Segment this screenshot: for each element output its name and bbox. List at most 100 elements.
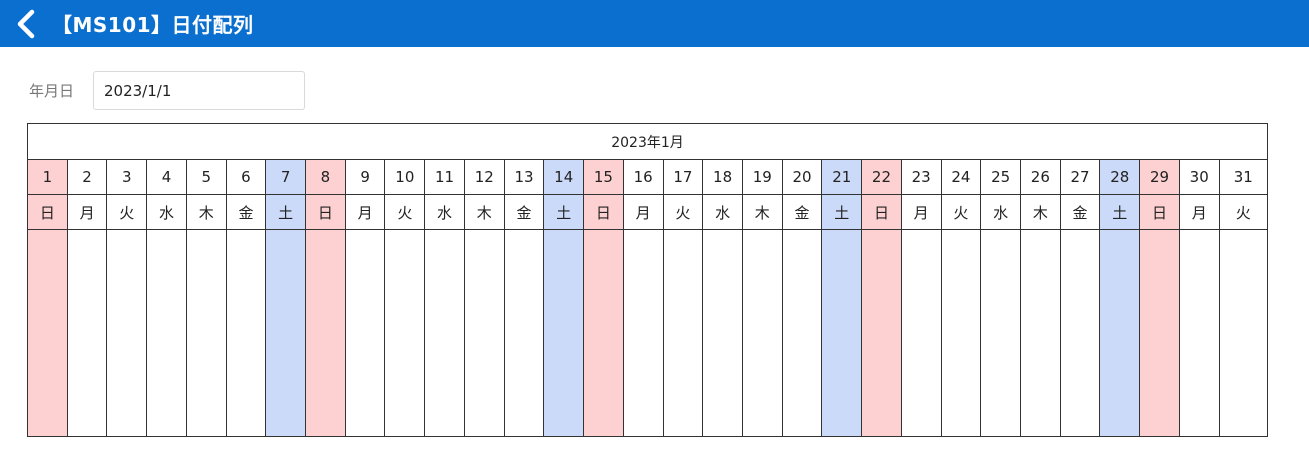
weekday-cell: 金 (503, 194, 545, 230)
day-content-cell[interactable] (622, 229, 664, 437)
day-number-cell: 6 (225, 159, 267, 195)
day-content-cell[interactable] (980, 229, 1021, 437)
chevron-left-icon (17, 9, 35, 38)
day-number-cell: 31 (1218, 159, 1269, 195)
weekday-cell: 水 (146, 194, 187, 230)
weekday-cell: 火 (1218, 194, 1269, 230)
day-content-cell[interactable] (1019, 229, 1061, 437)
weekday-cell: 水 (702, 194, 743, 230)
day-number-cell: 28 (1099, 159, 1141, 195)
day-content-cell[interactable] (900, 229, 942, 437)
day-number-cell: 25 (980, 159, 1021, 195)
day-content-cell[interactable] (1178, 229, 1220, 437)
day-content-cell[interactable] (503, 229, 545, 437)
day-number-cell: 5 (185, 159, 227, 195)
weekday-cell: 水 (424, 194, 465, 230)
day-content-cell[interactable] (821, 229, 863, 437)
day-number-cell: 4 (146, 159, 187, 195)
weekday-cell: 日 (861, 194, 902, 230)
day-content-cell[interactable] (463, 229, 505, 437)
day-content-cell[interactable] (225, 229, 267, 437)
back-button[interactable] (0, 0, 52, 47)
day-number-cell: 24 (940, 159, 982, 195)
day-content-cell[interactable] (583, 229, 624, 437)
day-number-cell: 9 (344, 159, 386, 195)
day-number-cell: 2 (66, 159, 108, 195)
date-form-row: 年月日 (29, 71, 305, 110)
weekday-cell: 日 (1139, 194, 1180, 230)
weekday-cell: 火 (106, 194, 148, 230)
weekday-cell: 日 (305, 194, 346, 230)
weekday-cell: 土 (543, 194, 585, 230)
day-content-cell[interactable] (781, 229, 823, 437)
day-number-cell: 13 (503, 159, 545, 195)
weekday-cell: 日 (583, 194, 624, 230)
day-number-cell: 12 (463, 159, 505, 195)
page-title: 【MS101】日付配列 (52, 13, 254, 37)
weekday-cell: 日 (27, 194, 68, 230)
day-number-cell: 23 (900, 159, 942, 195)
weekday-cell: 木 (185, 194, 227, 230)
day-number-cell: 26 (1019, 159, 1061, 195)
date-field[interactable] (93, 71, 305, 110)
day-content-cell[interactable] (344, 229, 386, 437)
weekday-cell: 火 (384, 194, 426, 230)
weekday-cell: 金 (781, 194, 823, 230)
day-number-cell: 11 (424, 159, 465, 195)
day-content-cell[interactable] (662, 229, 704, 437)
weekday-cell: 土 (821, 194, 863, 230)
day-number-cell: 7 (265, 159, 307, 195)
weekday-cell: 木 (463, 194, 505, 230)
weekday-cell: 火 (940, 194, 982, 230)
day-content-cell[interactable] (106, 229, 148, 437)
day-number-cell: 16 (622, 159, 664, 195)
weekday-cell: 金 (1059, 194, 1101, 230)
day-content-cell[interactable] (861, 229, 902, 437)
month-title: 2023年1月 (27, 123, 1268, 160)
weekday-cell: 木 (741, 194, 783, 230)
day-content-cell[interactable] (185, 229, 227, 437)
weekday-cell: 月 (900, 194, 942, 230)
date-field-label: 年月日 (29, 82, 75, 100)
weekday-cell: 月 (622, 194, 664, 230)
day-content-cell[interactable] (543, 229, 585, 437)
day-number-cell: 29 (1139, 159, 1180, 195)
day-number-cell: 19 (741, 159, 783, 195)
weekday-cell: 水 (980, 194, 1021, 230)
calendar-table: 2023年1月 1 2 3 4 5 6 7 8 9 10 11 12 13 14 15 16 17 18 19 20 2… (27, 123, 1269, 437)
day-content-cell[interactable] (146, 229, 187, 437)
day-content-cell[interactable] (1218, 229, 1269, 437)
day-content-cell[interactable] (940, 229, 982, 437)
weekday-cell: 火 (662, 194, 704, 230)
day-number-cell: 27 (1059, 159, 1101, 195)
day-number-cell: 1 (27, 159, 68, 195)
day-number-cell: 15 (583, 159, 624, 195)
weekday-cell: 金 (225, 194, 267, 230)
weekday-cell: 月 (1178, 194, 1220, 230)
day-content-cell[interactable] (1099, 229, 1141, 437)
day-content-cell[interactable] (424, 229, 465, 437)
weekday-cell: 土 (1099, 194, 1141, 230)
weekday-cell: 木 (1019, 194, 1061, 230)
day-content-cell[interactable] (1139, 229, 1180, 437)
day-content-cell[interactable] (265, 229, 307, 437)
day-number-cell: 22 (861, 159, 902, 195)
day-number-cell: 8 (305, 159, 346, 195)
day-content-cell[interactable] (741, 229, 783, 437)
day-content-cell[interactable] (702, 229, 743, 437)
weekday-cell: 月 (66, 194, 108, 230)
day-number-cell: 18 (702, 159, 743, 195)
day-content-cell[interactable] (384, 229, 426, 437)
day-number-cell: 10 (384, 159, 426, 195)
app-header: 【MS101】日付配列 (0, 0, 1309, 47)
day-number-cell: 14 (543, 159, 585, 195)
day-number-cell: 20 (781, 159, 823, 195)
day-number-cell: 21 (821, 159, 863, 195)
day-content-cell[interactable] (27, 229, 68, 437)
day-number-cell: 17 (662, 159, 704, 195)
day-content-cell[interactable] (66, 229, 108, 437)
day-number-cell: 3 (106, 159, 148, 195)
day-number-cell: 30 (1178, 159, 1220, 195)
day-content-cell[interactable] (305, 229, 346, 437)
day-content-cell[interactable] (1059, 229, 1101, 437)
